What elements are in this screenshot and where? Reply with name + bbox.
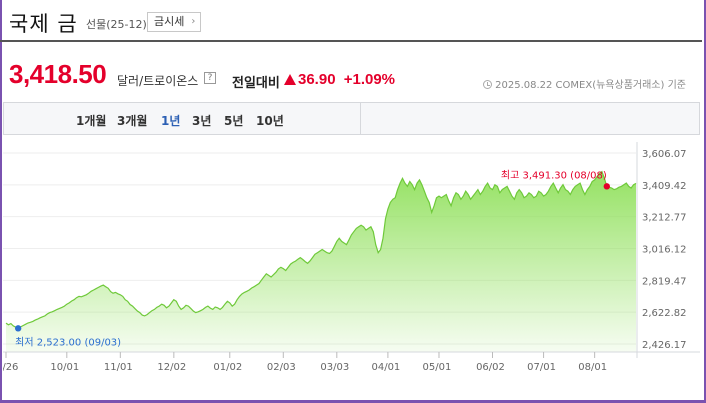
tab-3-years[interactable]: 3년 <box>192 114 212 128</box>
high-marker <box>603 183 611 190</box>
x-tick-label-6: 03/03 <box>320 362 349 373</box>
x-tick-label-4: 01/02 <box>213 362 242 373</box>
x-tick-label-1: 10/01 <box>50 362 79 373</box>
as-of-text: 2025.08.22 COMEX(뉴욕상품거래소) 기준 <box>495 80 686 91</box>
x-tick-label-5: 02/03 <box>267 362 296 373</box>
change-value-group: 36.90 +1.09% <box>284 71 395 88</box>
change-percent: +1.09% <box>343 71 396 88</box>
period-tabs: 1개월 3개월 1년 3년 5년 10년 <box>3 102 700 135</box>
tab-1-month[interactable]: 1개월 <box>76 114 107 128</box>
gold-price-button-label: 금시세 <box>154 15 185 28</box>
price-line <box>5 170 637 329</box>
tab-5-years[interactable]: 5년 <box>224 114 244 128</box>
x-tick-label-7: 04/01 <box>371 362 400 373</box>
contract-subtitle: 선물(25-12) <box>86 18 147 31</box>
x-tick-label-11: 08/01 <box>578 362 607 373</box>
page-title: 국제 금 <box>9 12 78 36</box>
x-tick-label-10: 07/01 <box>527 362 556 373</box>
change-label: 전일대비 <box>232 76 280 91</box>
x-tick-label-8: 05/01 <box>423 362 452 373</box>
x-tick-label-0: 08/26 <box>3 362 18 373</box>
as-of-text-group: 2025.08.22 COMEX(뉴욕상품거래소) 기준 <box>483 76 686 91</box>
title-bar: 국제 금 선물(25-12) 금시세 › <box>0 0 702 42</box>
y-tick-label-5: 2,622.82 <box>642 308 687 319</box>
clock-icon <box>483 80 493 89</box>
x-tick-label-9: 06/02 <box>476 362 505 373</box>
chevron-right-icon: › <box>191 16 196 27</box>
low-label: 최저 2,523.00 (09/03) <box>15 336 121 348</box>
price-chart: 3,606.07 3,409.42 3,212.77 3,016.12 2,819.47… <box>0 136 700 398</box>
y-tick-label-2: 3,212.77 <box>642 213 687 224</box>
y-tick-label-6: 2,426.17 <box>642 340 687 351</box>
current-price: 3,418.50 <box>9 59 107 89</box>
up-triangle-icon <box>284 74 296 85</box>
tab-10-years[interactable]: 10년 <box>256 114 284 128</box>
y-tick-label-3: 3,016.12 <box>642 245 687 256</box>
price-chart-svg: 3,606.07 3,409.42 3,212.77 3,016.12 2,819.47… <box>0 142 700 373</box>
price-area <box>6 171 636 352</box>
y-tick-label-0: 3,606.07 <box>642 149 687 160</box>
y-tick-label-1: 3,409.42 <box>642 181 687 192</box>
tabs-divider <box>360 103 361 134</box>
gold-price-button[interactable]: 금시세 › <box>147 12 202 32</box>
tab-1-year[interactable]: 1년 <box>161 114 181 128</box>
high-label: 최고 3,491.30 (08/08) <box>501 169 607 181</box>
low-marker <box>14 325 22 332</box>
price-unit: 달러/트로이온스 <box>117 74 199 88</box>
x-tick-label-2: 11/01 <box>104 362 133 373</box>
y-tick-label-4: 2,819.47 <box>642 276 687 287</box>
tab-3-months[interactable]: 3개월 <box>117 114 148 128</box>
x-tick-label-3: 12/02 <box>157 362 186 373</box>
change-value: 36.90 <box>298 71 336 88</box>
help-icon[interactable]: ? <box>204 72 216 84</box>
